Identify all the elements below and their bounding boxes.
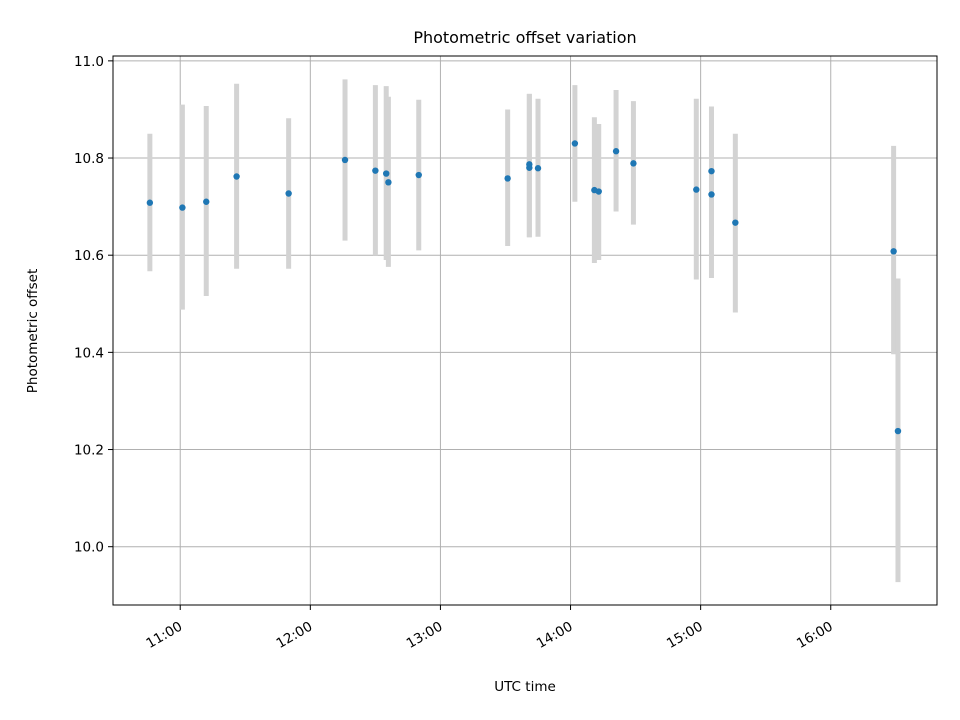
data-point xyxy=(285,190,292,197)
y-tick-label: 10.2 xyxy=(74,443,104,459)
y-tick-label: 10.8 xyxy=(74,151,104,167)
data-point xyxy=(504,175,511,182)
y-axis-ticks: 10.0 10.2 10.4 10.6 10.8 11.0 xyxy=(74,54,113,556)
data-point xyxy=(179,204,186,211)
y-tick-label: 10.0 xyxy=(74,540,104,556)
data-point xyxy=(534,165,542,172)
data-points xyxy=(146,140,902,435)
data-point xyxy=(732,219,739,226)
data-point xyxy=(233,173,240,180)
y-axis-label: Photometric offset xyxy=(25,269,41,393)
y-tick-label: 11.0 xyxy=(74,54,104,70)
data-point xyxy=(203,198,210,205)
data-point xyxy=(385,179,392,186)
data-point xyxy=(693,186,700,193)
data-point xyxy=(894,427,902,435)
data-point xyxy=(341,156,349,164)
data-point xyxy=(383,170,390,177)
data-point xyxy=(890,248,897,255)
y-tick-label: 10.6 xyxy=(74,248,104,264)
y-tick-label: 10.4 xyxy=(74,345,104,361)
data-point xyxy=(708,167,715,175)
data-point xyxy=(415,171,422,179)
data-point xyxy=(708,191,715,198)
data-point xyxy=(146,199,154,206)
data-point xyxy=(612,148,620,155)
data-point xyxy=(571,140,579,147)
data-point xyxy=(595,188,602,195)
data-point xyxy=(630,160,637,167)
grid xyxy=(113,56,937,605)
data-point xyxy=(526,164,533,171)
data-point xyxy=(372,167,379,174)
plot-frame xyxy=(112,55,938,606)
x-axis-label: UTC time xyxy=(494,679,556,695)
chart-title: Photometric offset variation xyxy=(413,28,636,47)
